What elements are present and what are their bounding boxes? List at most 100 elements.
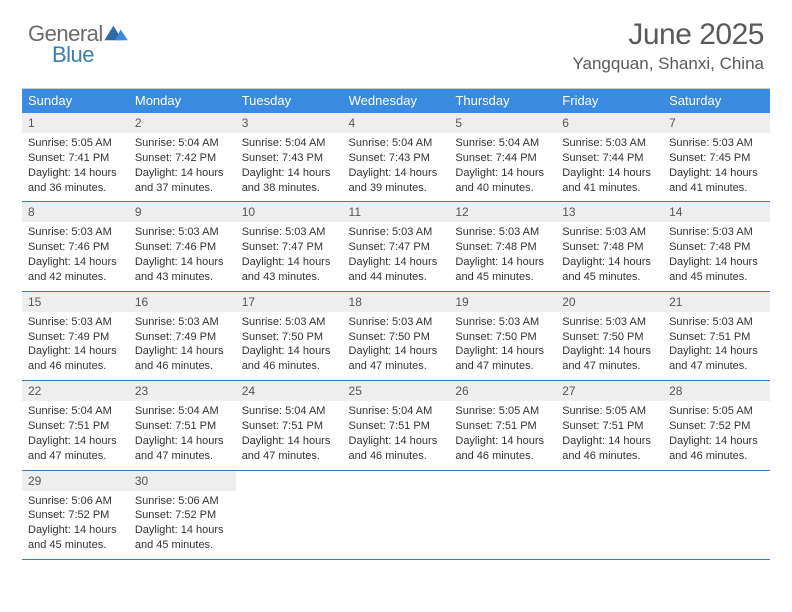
- daylight-line: Daylight: 14 hours and 41 minutes.: [562, 166, 657, 196]
- daylight-line: Daylight: 14 hours and 46 minutes.: [669, 434, 764, 464]
- sunrise-line: Sunrise: 5:04 AM: [28, 404, 123, 419]
- day-body: Sunrise: 5:04 AMSunset: 7:51 PMDaylight:…: [22, 401, 129, 463]
- day-body: Sunrise: 5:03 AMSunset: 7:47 PMDaylight:…: [343, 222, 450, 284]
- day-number: 13: [556, 202, 663, 222]
- sunrise-line: Sunrise: 5:04 AM: [135, 404, 230, 419]
- day-cell: 12Sunrise: 5:03 AMSunset: 7:48 PMDayligh…: [449, 202, 556, 291]
- day-body: Sunrise: 5:03 AMSunset: 7:49 PMDaylight:…: [22, 312, 129, 374]
- sunrise-line: Sunrise: 5:03 AM: [669, 315, 764, 330]
- day-body: Sunrise: 5:03 AMSunset: 7:47 PMDaylight:…: [236, 222, 343, 284]
- sunset-line: Sunset: 7:51 PM: [135, 419, 230, 434]
- day-cell: 11Sunrise: 5:03 AMSunset: 7:47 PMDayligh…: [343, 202, 450, 291]
- sunrise-line: Sunrise: 5:04 AM: [455, 136, 550, 151]
- sunset-line: Sunset: 7:43 PM: [242, 151, 337, 166]
- day-number: 26: [449, 381, 556, 401]
- day-body: Sunrise: 5:03 AMSunset: 7:48 PMDaylight:…: [556, 222, 663, 284]
- sunrise-line: Sunrise: 5:04 AM: [349, 404, 444, 419]
- daylight-line: Daylight: 14 hours and 47 minutes.: [562, 344, 657, 374]
- sunset-line: Sunset: 7:52 PM: [669, 419, 764, 434]
- day-cell: 15Sunrise: 5:03 AMSunset: 7:49 PMDayligh…: [22, 292, 129, 381]
- weekday-friday: Friday: [556, 89, 663, 113]
- day-number: 15: [22, 292, 129, 312]
- daylight-line: Daylight: 14 hours and 45 minutes.: [669, 255, 764, 285]
- day-number: 10: [236, 202, 343, 222]
- daylight-line: Daylight: 14 hours and 47 minutes.: [349, 344, 444, 374]
- day-cell: 17Sunrise: 5:03 AMSunset: 7:50 PMDayligh…: [236, 292, 343, 381]
- day-number: 27: [556, 381, 663, 401]
- daylight-line: Daylight: 14 hours and 45 minutes.: [562, 255, 657, 285]
- day-number: 6: [556, 113, 663, 133]
- daylight-line: Daylight: 14 hours and 41 minutes.: [669, 166, 764, 196]
- day-body: Sunrise: 5:03 AMSunset: 7:50 PMDaylight:…: [236, 312, 343, 374]
- sunset-line: Sunset: 7:50 PM: [455, 330, 550, 345]
- sunrise-line: Sunrise: 5:05 AM: [455, 404, 550, 419]
- daylight-line: Daylight: 14 hours and 45 minutes.: [135, 523, 230, 553]
- day-cell: 14Sunrise: 5:03 AMSunset: 7:48 PMDayligh…: [663, 202, 770, 291]
- daylight-line: Daylight: 14 hours and 47 minutes.: [455, 344, 550, 374]
- day-cell: 3Sunrise: 5:04 AMSunset: 7:43 PMDaylight…: [236, 113, 343, 202]
- day-number: 5: [449, 113, 556, 133]
- day-cell: 4Sunrise: 5:04 AMSunset: 7:43 PMDaylight…: [343, 113, 450, 202]
- sunset-line: Sunset: 7:50 PM: [242, 330, 337, 345]
- daylight-line: Daylight: 14 hours and 44 minutes.: [349, 255, 444, 285]
- sunset-line: Sunset: 7:50 PM: [562, 330, 657, 345]
- daylight-line: Daylight: 14 hours and 47 minutes.: [28, 434, 123, 464]
- sunset-line: Sunset: 7:52 PM: [135, 508, 230, 523]
- daylight-line: Daylight: 14 hours and 42 minutes.: [28, 255, 123, 285]
- sunrise-line: Sunrise: 5:03 AM: [349, 315, 444, 330]
- calendar-grid: 1Sunrise: 5:05 AMSunset: 7:41 PMDaylight…: [22, 113, 770, 560]
- empty-cell: .: [663, 471, 770, 560]
- day-body: Sunrise: 5:05 AMSunset: 7:41 PMDaylight:…: [22, 133, 129, 195]
- day-body: Sunrise: 5:03 AMSunset: 7:44 PMDaylight:…: [556, 133, 663, 195]
- day-body: Sunrise: 5:04 AMSunset: 7:43 PMDaylight:…: [236, 133, 343, 195]
- day-body: Sunrise: 5:04 AMSunset: 7:51 PMDaylight:…: [236, 401, 343, 463]
- sunrise-line: Sunrise: 5:03 AM: [669, 136, 764, 151]
- empty-cell: .: [556, 471, 663, 560]
- daylight-line: Daylight: 14 hours and 47 minutes.: [669, 344, 764, 374]
- daylight-line: Daylight: 14 hours and 45 minutes.: [28, 523, 123, 553]
- sunrise-line: Sunrise: 5:04 AM: [242, 136, 337, 151]
- location-label: Yangquan, Shanxi, China: [572, 54, 764, 74]
- day-body: Sunrise: 5:05 AMSunset: 7:51 PMDaylight:…: [449, 401, 556, 463]
- empty-cell: .: [449, 471, 556, 560]
- sunrise-line: Sunrise: 5:03 AM: [242, 315, 337, 330]
- day-cell: 25Sunrise: 5:04 AMSunset: 7:51 PMDayligh…: [343, 381, 450, 470]
- day-body: Sunrise: 5:03 AMSunset: 7:50 PMDaylight:…: [556, 312, 663, 374]
- sunset-line: Sunset: 7:49 PM: [28, 330, 123, 345]
- sunrise-line: Sunrise: 5:05 AM: [562, 404, 657, 419]
- calendar: SundayMondayTuesdayWednesdayThursdayFrid…: [22, 88, 770, 560]
- day-number: 4: [343, 113, 450, 133]
- weekday-thursday: Thursday: [449, 89, 556, 113]
- page-title: June 2025: [572, 18, 764, 52]
- daylight-line: Daylight: 14 hours and 46 minutes.: [455, 434, 550, 464]
- day-cell: 27Sunrise: 5:05 AMSunset: 7:51 PMDayligh…: [556, 381, 663, 470]
- title-block: June 2025 Yangquan, Shanxi, China: [572, 18, 764, 74]
- day-number: 24: [236, 381, 343, 401]
- sunset-line: Sunset: 7:47 PM: [349, 240, 444, 255]
- day-number: 28: [663, 381, 770, 401]
- daylight-line: Daylight: 14 hours and 46 minutes.: [135, 344, 230, 374]
- day-number: 7: [663, 113, 770, 133]
- sunset-line: Sunset: 7:50 PM: [349, 330, 444, 345]
- sunset-line: Sunset: 7:51 PM: [562, 419, 657, 434]
- sunrise-line: Sunrise: 5:03 AM: [455, 315, 550, 330]
- day-body: Sunrise: 5:03 AMSunset: 7:48 PMDaylight:…: [663, 222, 770, 284]
- day-number: 14: [663, 202, 770, 222]
- sunrise-line: Sunrise: 5:05 AM: [28, 136, 123, 151]
- weekday-wednesday: Wednesday: [343, 89, 450, 113]
- day-number: 25: [343, 381, 450, 401]
- weekday-sunday: Sunday: [22, 89, 129, 113]
- day-number: 8: [22, 202, 129, 222]
- day-number: 30: [129, 471, 236, 491]
- day-body: Sunrise: 5:03 AMSunset: 7:50 PMDaylight:…: [449, 312, 556, 374]
- day-cell: 18Sunrise: 5:03 AMSunset: 7:50 PMDayligh…: [343, 292, 450, 381]
- sunrise-line: Sunrise: 5:03 AM: [455, 225, 550, 240]
- sunset-line: Sunset: 7:46 PM: [28, 240, 123, 255]
- daylight-line: Daylight: 14 hours and 37 minutes.: [135, 166, 230, 196]
- sunrise-line: Sunrise: 5:06 AM: [135, 494, 230, 509]
- daylight-line: Daylight: 14 hours and 43 minutes.: [242, 255, 337, 285]
- day-number: 22: [22, 381, 129, 401]
- day-body: Sunrise: 5:03 AMSunset: 7:46 PMDaylight:…: [129, 222, 236, 284]
- sunset-line: Sunset: 7:49 PM: [135, 330, 230, 345]
- daylight-line: Daylight: 14 hours and 40 minutes.: [455, 166, 550, 196]
